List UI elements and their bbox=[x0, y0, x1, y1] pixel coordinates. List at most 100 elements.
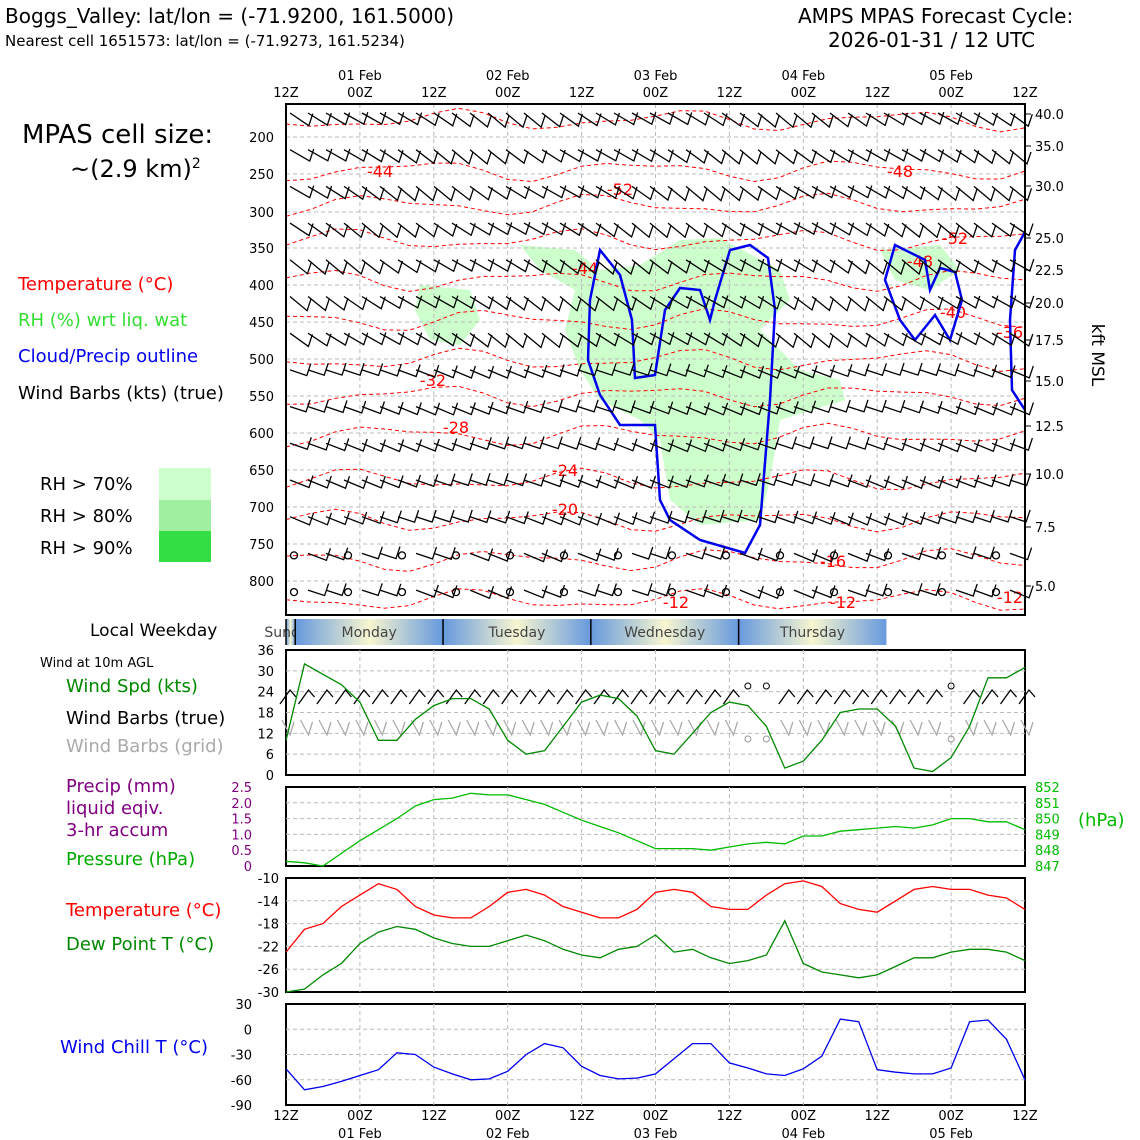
weekday-label: Local Weekday bbox=[90, 621, 218, 641]
wind-barb bbox=[613, 362, 635, 376]
pressure-tick-label: 700 bbox=[249, 501, 274, 516]
calm-wind-marker bbox=[613, 551, 623, 560]
wind-barb bbox=[865, 363, 888, 377]
wind-barb bbox=[487, 365, 513, 379]
wind-barb bbox=[829, 259, 853, 275]
wind-barb bbox=[541, 112, 565, 128]
wind-barb bbox=[487, 149, 511, 165]
wind-barb bbox=[1009, 402, 1035, 416]
surface-wind-barb-grid bbox=[521, 719, 535, 737]
wind-barb bbox=[775, 473, 797, 487]
top-hour-tick: 12Z bbox=[273, 86, 299, 101]
wind-barb bbox=[955, 112, 981, 126]
wind-barb bbox=[361, 511, 385, 525]
wind-barb bbox=[991, 332, 1016, 347]
calm-wind-marker bbox=[451, 587, 461, 597]
weekday-name: Tuesday bbox=[487, 625, 545, 641]
wind-barb bbox=[901, 259, 924, 276]
wind-barb bbox=[361, 295, 386, 310]
legend-rh80-label: RH > 80% bbox=[40, 506, 133, 527]
wind-barb bbox=[397, 474, 422, 488]
kft-tick-label: 20.0 bbox=[1035, 297, 1064, 312]
calm-wind-marker bbox=[397, 587, 407, 597]
wind-barb bbox=[325, 400, 348, 414]
wind-barb bbox=[991, 473, 1014, 487]
wind-barb bbox=[649, 259, 673, 275]
wind-barb bbox=[685, 332, 711, 346]
wind-barb bbox=[541, 222, 567, 236]
kft-tick-label: 35.0 bbox=[1035, 140, 1064, 155]
wind-barb bbox=[325, 583, 347, 597]
temperature-isotherm bbox=[285, 192, 1026, 217]
wind-barb bbox=[415, 364, 440, 378]
wind-barb bbox=[901, 295, 926, 311]
wind-barb bbox=[379, 475, 404, 489]
bottom-hour-tick: 00Z bbox=[791, 1109, 817, 1124]
top-hour-tick: 00Z bbox=[347, 86, 373, 101]
wind-barb bbox=[919, 222, 942, 239]
wind-barb bbox=[667, 475, 692, 489]
precip-tick: 0.5 bbox=[231, 844, 252, 859]
weekday-name: Monday bbox=[341, 625, 396, 641]
wind-barb bbox=[379, 583, 402, 597]
wind-barb bbox=[883, 512, 908, 526]
wind-barb bbox=[847, 222, 872, 237]
wind-barb bbox=[703, 259, 729, 273]
surface-wind-barb bbox=[556, 688, 574, 705]
wind-barb bbox=[865, 399, 887, 413]
wind-barb bbox=[415, 509, 437, 523]
wind-barb bbox=[559, 332, 583, 348]
kft-tick-label: 5.0 bbox=[1035, 580, 1056, 595]
wind-barb bbox=[523, 149, 548, 164]
wind-barb bbox=[613, 438, 638, 452]
wind-barb bbox=[991, 365, 1016, 379]
temperature-isotherm bbox=[285, 269, 1026, 292]
pressure-tick-label: 300 bbox=[249, 206, 274, 221]
wind-barb bbox=[559, 149, 585, 163]
wind-barb bbox=[847, 474, 872, 489]
wind-barb bbox=[559, 474, 584, 488]
calm-wind-marker bbox=[289, 551, 299, 560]
temperature-contour-label: -12 bbox=[997, 588, 1023, 607]
wind-barb bbox=[451, 509, 473, 523]
calm-wind-marker bbox=[883, 587, 893, 597]
wind-barb bbox=[307, 583, 330, 597]
wind-barb bbox=[487, 222, 513, 236]
wind-barb bbox=[739, 437, 763, 451]
wind-barb bbox=[847, 584, 871, 598]
wind-barb bbox=[397, 185, 420, 202]
wind-barb bbox=[829, 222, 855, 236]
wind-barb bbox=[523, 364, 548, 378]
calm-wind-marker bbox=[883, 551, 893, 560]
wind-barb bbox=[343, 259, 366, 276]
wind-barb bbox=[379, 222, 402, 239]
pressure-tick-label: 250 bbox=[249, 168, 274, 183]
wind-barb bbox=[865, 185, 891, 199]
weekday-band bbox=[738, 619, 887, 645]
wind-barb bbox=[469, 149, 492, 166]
calm-wind-marker-grid bbox=[947, 735, 955, 743]
surface-wind-barb-grid bbox=[410, 719, 424, 737]
wind-barb bbox=[433, 112, 458, 127]
bottom-hour-tick: 12Z bbox=[1012, 1109, 1038, 1124]
wind-barb bbox=[361, 546, 383, 560]
pressure-tick: 847 bbox=[1035, 860, 1060, 875]
wind-barb bbox=[289, 295, 312, 312]
bottom-hour-tick: 12Z bbox=[717, 1109, 743, 1124]
wind-barb bbox=[325, 185, 350, 200]
kft-tick-label: 12.5 bbox=[1035, 420, 1064, 435]
wind-barb bbox=[883, 362, 905, 376]
wind-barb bbox=[775, 401, 799, 415]
wind-barb bbox=[1009, 547, 1033, 561]
wind-barb bbox=[541, 295, 564, 312]
wind-barb bbox=[1009, 585, 1034, 599]
wind-barb bbox=[289, 437, 312, 451]
wind-barb bbox=[361, 259, 385, 275]
surface-wind-barb bbox=[612, 688, 630, 705]
wind-barb bbox=[307, 332, 332, 347]
calm-wind-marker bbox=[947, 682, 955, 690]
wind-barb bbox=[811, 259, 836, 274]
wind-speed-tick: 24 bbox=[257, 686, 274, 701]
wind-barb bbox=[955, 546, 977, 560]
wind-barb bbox=[739, 473, 761, 487]
